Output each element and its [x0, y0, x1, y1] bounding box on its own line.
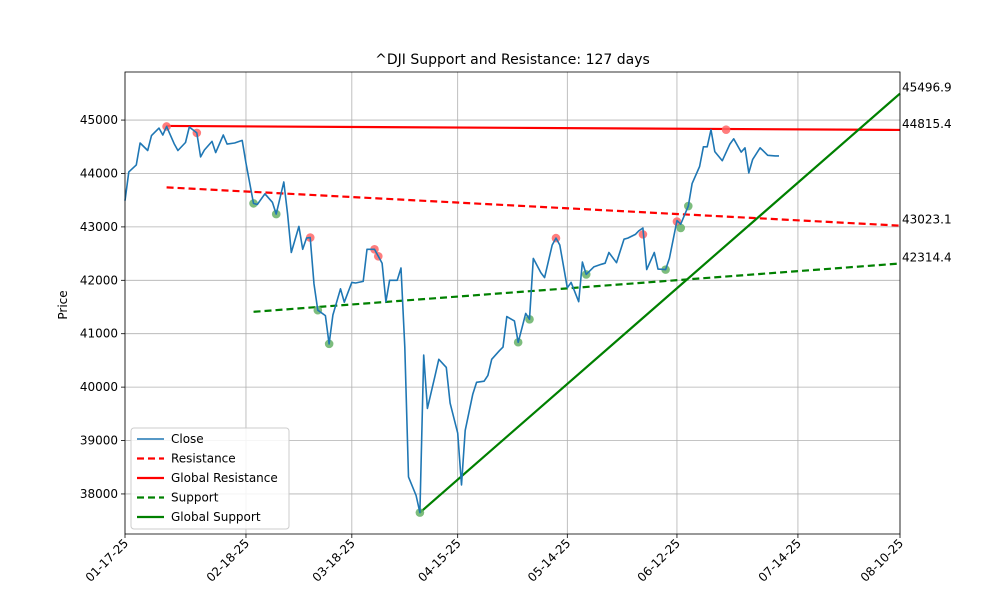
resistance-line [166, 186, 901, 227]
legend-label: Global Support [171, 510, 261, 524]
x-tick-label: 04-15-25 [415, 536, 463, 584]
grid-lines [124, 72, 901, 534]
chart-title: ^DJI Support and Resistance: 127 days [375, 52, 650, 68]
global-resistance-end-label: 44815.4 [902, 117, 952, 131]
y-tick-label: 44000 [80, 166, 118, 180]
y-tick-label: 43000 [80, 220, 118, 234]
global-resistance-line [166, 124, 901, 132]
resistance-end-label: 43023.1 [902, 213, 952, 227]
y-axis-label: Price [56, 290, 70, 319]
y-tick-label: 39000 [80, 434, 118, 448]
x-tick-label: 06-12-25 [635, 536, 683, 584]
x-tick-label: 08-10-25 [858, 536, 906, 584]
support-pivot-marker [676, 223, 686, 233]
y-tick-label: 38000 [80, 487, 118, 501]
legend: Close Resistance Global Resistance Support G… [130, 427, 290, 530]
close-series-line [124, 125, 779, 514]
y-tick-label: 40000 [80, 380, 118, 394]
global-support-line [419, 92, 901, 514]
legend-label: Close [171, 432, 204, 446]
legend-label: Resistance [171, 452, 236, 466]
legend-label: Global Resistance [171, 471, 278, 485]
support-line [253, 262, 901, 313]
plot-frame [124, 71, 901, 535]
close-series-layer [124, 125, 779, 514]
y-tick-label: 45000 [80, 113, 118, 127]
y-tick-label: 42000 [80, 273, 118, 287]
y-tick-label: 41000 [80, 327, 118, 341]
global-support-end-label: 45496.9 [902, 81, 952, 95]
trend-lines [166, 92, 901, 514]
x-tick-label: 01-17-25 [83, 536, 131, 584]
x-tick-label: 03-18-25 [310, 536, 358, 584]
x-tick-label: 07-14-25 [756, 536, 804, 584]
legend-label: Support [171, 491, 219, 505]
x-tick-label: 02-18-25 [204, 536, 252, 584]
end-labels: 43023.1 44815.4 42314.4 45496.9 [902, 81, 952, 265]
resistance-pivot-marker [721, 125, 731, 134]
support-end-label: 42314.4 [902, 251, 952, 265]
legend-box [130, 427, 290, 530]
x-tick-label: 05-14-25 [525, 536, 573, 584]
